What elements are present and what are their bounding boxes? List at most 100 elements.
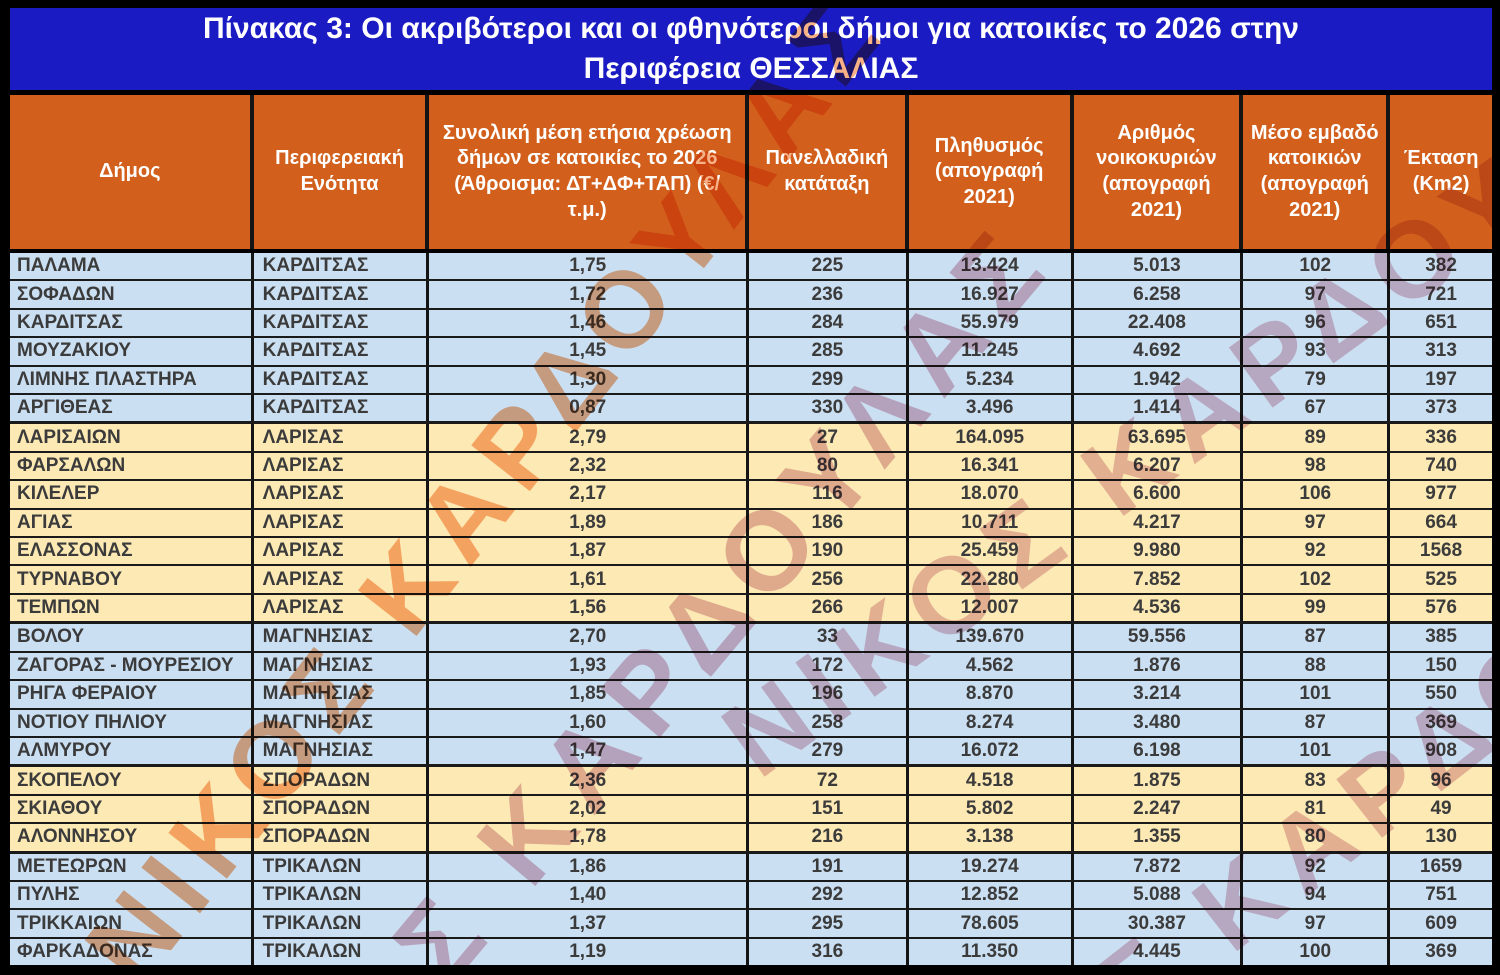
cell-charge: 1,85	[429, 681, 749, 708]
cell-population: 55.979	[909, 309, 1074, 337]
cell-households: 6.207	[1074, 452, 1244, 480]
cell-extent: 525	[1425, 568, 1457, 590]
cell-households: 3.480	[1074, 709, 1244, 736]
cell-municipality: ΦΑΡΣΑΛΩΝ	[10, 452, 254, 480]
cell-unit: ΚΑΡΔΙΤΣΑΣ	[254, 366, 430, 394]
cell-rank: 80	[749, 452, 909, 480]
cell-households: 6.198	[1074, 737, 1244, 765]
cell-households: 63.695	[1074, 424, 1244, 451]
cell-municipality: ΝΟΤΙΟΥ ΠΗΛΙΟΥ	[10, 709, 254, 736]
cell-charge: 1,45	[429, 338, 749, 365]
cell-households: 4.445	[1074, 938, 1244, 966]
cell-unit: ΜΑΓΝΗΣΙΑΣ	[254, 652, 430, 680]
cell-municipality: ΑΛΜΥΡΟΥ	[10, 737, 254, 765]
cell-rank: 316	[749, 938, 909, 966]
cell-charge: 1,72	[429, 281, 749, 308]
cell-population: 139.670	[909, 624, 1074, 651]
cell-avg-area: 80	[1243, 824, 1391, 851]
cell-population: 25.459	[909, 538, 1074, 565]
cell-charge: 1,89	[429, 509, 749, 537]
cell-municipality: ΖΑΓΟΡΑΣ - ΜΟΥΡΕΣΙΟΥ	[10, 652, 254, 680]
cell-charge: 1,78	[429, 824, 749, 851]
cell-households: 1.876	[1074, 652, 1244, 680]
cell-extent: 369	[1425, 711, 1457, 733]
column-header: Μέσο εμβαδό κατοικιών (απογραφή 2021)	[1243, 95, 1391, 249]
cell-rank: 186	[749, 509, 909, 537]
cell-avg-area: 87	[1243, 624, 1391, 651]
cell-unit: ΚΑΡΔΙΤΣΑΣ	[254, 281, 430, 308]
cell-extent: 373	[1425, 397, 1457, 419]
cell-avg-area: 81	[1243, 795, 1391, 823]
cell-extent: 150	[1425, 654, 1457, 676]
cell-population: 16.072	[909, 737, 1074, 765]
cell-unit: ΛΑΡΙΣΑΣ	[254, 594, 430, 622]
table-row: ΡΗΓΑ ΦΕΡΑΙΟΥ ΜΑΓΝΗΣΙΑΣ 1,85 196 8.870 3.214 10…	[10, 679, 1492, 708]
table-row: ΤΥΡΝΑΒΟΥ ΛΑΡΙΣΑΣ 1,61 256 22.280 7.852 102 525	[10, 564, 1492, 593]
cell-extent: 721	[1425, 283, 1457, 305]
table-row: ΣΚΟΠΕΛΟΥ ΣΠΟΡΑΔΩΝ 2,36 72 4.518 1.875 83 96	[10, 764, 1492, 794]
cell-avg-area: 92	[1243, 853, 1391, 880]
cell-extent: 49	[1430, 797, 1452, 819]
cell-extent: 651	[1425, 312, 1457, 334]
cell-avg-area: 67	[1243, 395, 1391, 422]
cell-charge: 2,36	[429, 767, 749, 794]
table-row: ΤΡΙΚΚΑΙΩΝ ΤΡΙΚΑΛΩΝ 1,37 295 78.605 30.387 97 60…	[10, 908, 1492, 937]
cell-charge: 1,86	[429, 853, 749, 880]
cell-population: 12.852	[909, 881, 1074, 909]
cell-municipality: ΜΟΥΖΑΚΙΟΥ	[10, 338, 254, 365]
cell-extent: 382	[1425, 255, 1457, 277]
cell-extent: 1568	[1419, 540, 1463, 562]
cell-households: 6.600	[1074, 481, 1244, 508]
cell-extent: 740	[1425, 455, 1457, 477]
cell-municipality: ΣΚΙΑΘΟΥ	[10, 795, 254, 823]
cell-unit: ΚΑΡΔΙΤΣΑΣ	[254, 338, 430, 365]
cell-households: 4.692	[1074, 338, 1244, 365]
column-header: Πανελλαδική κατάταξη	[749, 95, 909, 249]
cell-avg-area: 92	[1243, 538, 1391, 565]
cell-charge: 1,19	[429, 938, 749, 966]
cell-rank: 190	[749, 538, 909, 565]
table-row: ΜΟΥΖΑΚΙΟΥ ΚΑΡΔΙΤΣΑΣ 1,45 285 11.245 4.692 93 31…	[10, 336, 1492, 365]
cell-extent: 96	[1430, 769, 1452, 791]
cell-population: 19.274	[909, 853, 1074, 880]
table-row: ΖΑΓΟΡΑΣ - ΜΟΥΡΕΣΙΟΥ ΜΑΓΝΗΣΙΑΣ 1,93 172 4.562…	[10, 650, 1492, 680]
cell-municipality: ΚΙΛΕΛΕΡ	[10, 481, 254, 508]
cell-municipality: ΒΟΛΟΥ	[10, 624, 254, 651]
cell-extent: 550	[1425, 683, 1457, 705]
cell-municipality: ΤΥΡΝΑΒΟΥ	[10, 566, 254, 593]
page-title-line2: Περιφέρεια ΘΕΣΣΑΛΙΑΣ	[583, 52, 919, 85]
cell-extent: 1659	[1419, 855, 1463, 877]
cell-population: 4.518	[909, 767, 1074, 794]
cell-rank: 295	[749, 910, 909, 937]
cell-households: 22.408	[1074, 309, 1244, 337]
cell-rank: 266	[749, 594, 909, 622]
cell-population: 16.927	[909, 281, 1074, 308]
cell-population: 22.280	[909, 566, 1074, 593]
cell-unit: ΤΡΙΚΑΛΩΝ	[254, 938, 430, 966]
cell-charge: 1,61	[429, 566, 749, 593]
cell-rank: 285	[749, 338, 909, 365]
cell-unit: ΜΑΓΝΗΣΙΑΣ	[254, 709, 430, 736]
cell-unit: ΤΡΙΚΑΛΩΝ	[254, 881, 430, 909]
cell-avg-area: 102	[1243, 253, 1391, 280]
table-row: ΒΟΛΟΥ ΜΑΓΝΗΣΙΑΣ 2,70 33 139.670 59.556 87 385	[10, 621, 1492, 651]
cell-avg-area: 89	[1243, 424, 1391, 451]
cell-rank: 27	[749, 424, 909, 451]
cell-extent: 385	[1425, 626, 1457, 648]
cell-municipality: ΠΥΛΗΣ	[10, 881, 254, 909]
cell-population: 18.070	[909, 481, 1074, 508]
cell-rank: 191	[749, 853, 909, 880]
table-row: ΚΑΡΔΙΤΣΑΣ ΚΑΡΔΙΤΣΑΣ 1,46 284 55.979 22.408 96 6…	[10, 307, 1492, 337]
cell-avg-area: 96	[1243, 309, 1391, 337]
cell-rank: 236	[749, 281, 909, 308]
table-row: ΛΙΜΝΗΣ ΠΛΑΣΤΗΡΑ ΚΑΡΔΙΤΣΑΣ 1,30 299 5.234 1.94…	[10, 364, 1492, 394]
cell-avg-area: 106	[1243, 481, 1391, 508]
table-row: ΛΑΡΙΣΑΙΩΝ ΛΑΡΙΣΑΣ 2,79 27 164.095 63.695 89 336	[10, 421, 1492, 451]
table-row: ΦΑΡΣΑΛΩΝ ΛΑΡΙΣΑΣ 2,32 80 16.341 6.207 98 740	[10, 450, 1492, 480]
cell-unit: ΚΑΡΔΙΤΣΑΣ	[254, 395, 430, 422]
cell-unit: ΜΑΓΝΗΣΙΑΣ	[254, 624, 430, 651]
cell-households: 1.942	[1074, 366, 1244, 394]
cell-avg-area: 98	[1243, 452, 1391, 480]
cell-population: 78.605	[909, 910, 1074, 937]
